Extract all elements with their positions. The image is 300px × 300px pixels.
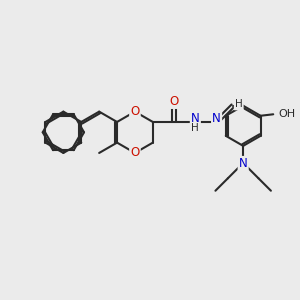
Text: O: O	[169, 95, 179, 108]
Text: N: N	[212, 112, 221, 125]
Text: OH: OH	[278, 109, 296, 119]
Text: H: H	[191, 124, 199, 134]
Text: O: O	[130, 146, 140, 160]
Text: N: N	[239, 157, 248, 170]
Text: O: O	[130, 105, 140, 118]
Text: N: N	[191, 112, 200, 125]
Text: H: H	[235, 99, 243, 109]
